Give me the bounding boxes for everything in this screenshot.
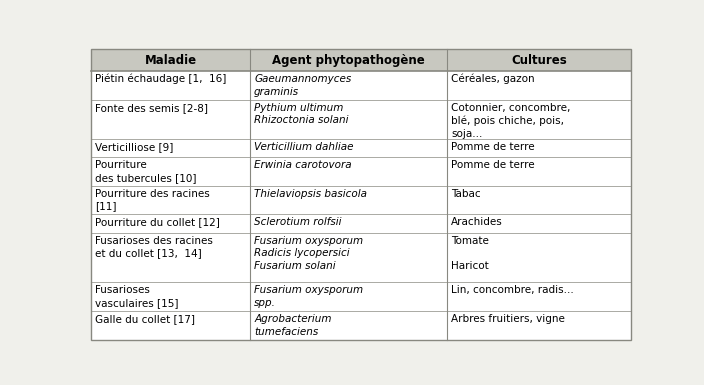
Text: Fusarium oxysporum
spp.: Fusarium oxysporum spp.	[254, 285, 363, 308]
Text: Céréales, gazon: Céréales, gazon	[451, 74, 534, 84]
Text: Arachides: Arachides	[451, 218, 503, 228]
Text: Erwinia carotovora: Erwinia carotovora	[254, 160, 352, 170]
Text: Agrobacterium
tumefaciens: Agrobacterium tumefaciens	[254, 314, 332, 337]
Text: Sclerotium rolfsii: Sclerotium rolfsii	[254, 218, 341, 228]
Text: Fusarium oxysporum
Radicis lycopersici
Fusarium solani: Fusarium oxysporum Radicis lycopersici F…	[254, 236, 363, 271]
Text: Pythium ultimum
Rhizoctonia solani: Pythium ultimum Rhizoctonia solani	[254, 103, 348, 126]
Text: Gaeumannomyces
graminis: Gaeumannomyces graminis	[254, 74, 351, 97]
Text: Pomme de terre: Pomme de terre	[451, 142, 534, 152]
Text: Fonte des semis [2-8]: Fonte des semis [2-8]	[95, 103, 208, 113]
Text: Verticillium dahliae: Verticillium dahliae	[254, 142, 353, 152]
Text: Pourriture
des tubercules [10]: Pourriture des tubercules [10]	[95, 160, 196, 183]
Text: Piétin échaudage [1,  16]: Piétin échaudage [1, 16]	[95, 74, 227, 84]
Text: Arbres fruitiers, vigne: Arbres fruitiers, vigne	[451, 314, 565, 324]
Bar	[91, 49, 631, 71]
Text: Tabac: Tabac	[451, 189, 481, 199]
Text: Lin, concombre, radis...: Lin, concombre, radis...	[451, 285, 574, 295]
Text: Agent phytopathogène: Agent phytopathogène	[272, 54, 425, 67]
Text: Cultures: Cultures	[511, 54, 567, 67]
Text: Pourriture des racines
[11]: Pourriture des racines [11]	[95, 189, 210, 211]
Text: Verticilliose [9]: Verticilliose [9]	[95, 142, 173, 152]
Text: Thielaviopsis basicola: Thielaviopsis basicola	[254, 189, 367, 199]
Text: Pomme de terre: Pomme de terre	[451, 160, 534, 170]
Text: Fusarioses
vasculaires [15]: Fusarioses vasculaires [15]	[95, 285, 179, 308]
Text: Fusarioses des racines
et du collet [13,  14]: Fusarioses des racines et du collet [13,…	[95, 236, 213, 258]
Text: Galle du collet [17]: Galle du collet [17]	[95, 314, 195, 324]
Text: Tomate

Haricot: Tomate Haricot	[451, 236, 489, 271]
Text: Maladie: Maladie	[144, 54, 196, 67]
Text: Cotonnier, concombre,
blé, pois chiche, pois,
soja...: Cotonnier, concombre, blé, pois chiche, …	[451, 103, 570, 139]
Text: Pourriture du collet [12]: Pourriture du collet [12]	[95, 218, 220, 228]
